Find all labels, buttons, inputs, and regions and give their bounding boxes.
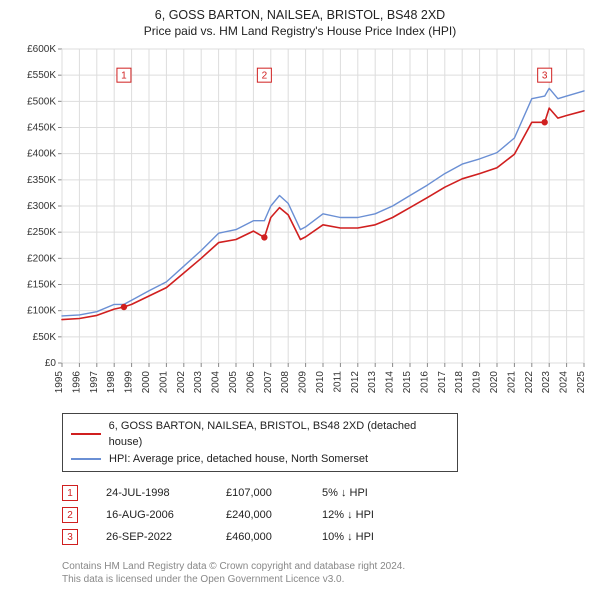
svg-text:2019: 2019	[472, 370, 483, 393]
svg-text:£150K: £150K	[27, 279, 56, 290]
svg-text:2002: 2002	[176, 370, 187, 393]
marker-pct: 5% ↓ HPI	[322, 487, 442, 499]
svg-text:2008: 2008	[280, 370, 291, 393]
svg-text:2025: 2025	[576, 370, 587, 393]
line-chart: £0 £50K £100K £150K £200K £250K £300K £350K £400…	[12, 45, 588, 405]
svg-text:2000: 2000	[141, 370, 152, 393]
svg-text:£500K: £500K	[27, 96, 56, 107]
svg-text:£100K: £100K	[27, 305, 56, 316]
legend-label: HPI: Average price, detached house, Nort…	[109, 451, 368, 468]
svg-text:2001: 2001	[158, 370, 169, 393]
marker-row: 2 16-AUG-2006£240,00012% ↓ HPI	[62, 504, 588, 526]
svg-text:2003: 2003	[193, 370, 204, 393]
marker-chip: 1	[62, 485, 78, 501]
svg-text:2024: 2024	[559, 370, 570, 393]
footer-line-2: This data is licensed under the Open Gov…	[62, 573, 588, 586]
svg-text:£0: £0	[45, 358, 57, 369]
svg-text:£400K: £400K	[27, 148, 56, 159]
svg-text:2005: 2005	[228, 370, 239, 393]
marker-price: £107,000	[226, 487, 322, 499]
marker-row: 1 24-JUL-1998£107,0005% ↓ HPI	[62, 482, 588, 504]
svg-text:1996: 1996	[71, 370, 82, 393]
legend-row: 6, GOSS BARTON, NAILSEA, BRISTOL, BS48 2…	[71, 418, 449, 451]
svg-text:2007: 2007	[263, 370, 274, 393]
legend-swatch	[71, 433, 101, 435]
marker-row: 3 26-SEP-2022£460,00010% ↓ HPI	[62, 526, 588, 548]
svg-text:£600K: £600K	[27, 45, 56, 55]
marker-chip: 2	[62, 507, 78, 523]
marker-pct: 12% ↓ HPI	[322, 509, 442, 521]
marker-chip: 3	[62, 529, 78, 545]
chart-area: £0 £50K £100K £150K £200K £250K £300K £350K £400…	[12, 45, 588, 405]
footer-note: Contains HM Land Registry data © Crown c…	[62, 560, 588, 586]
svg-text:2004: 2004	[211, 370, 222, 393]
legend-swatch	[71, 458, 101, 460]
svg-text:£200K: £200K	[27, 253, 56, 264]
svg-text:2012: 2012	[350, 370, 361, 393]
svg-text:£450K: £450K	[27, 122, 56, 133]
svg-text:1: 1	[121, 70, 127, 81]
svg-text:2: 2	[262, 70, 268, 81]
svg-text:1997: 1997	[89, 370, 100, 393]
marker-date: 16-AUG-2006	[106, 509, 226, 521]
marker-pct: 10% ↓ HPI	[322, 531, 442, 543]
svg-text:1999: 1999	[124, 370, 135, 393]
svg-text:£300K: £300K	[27, 201, 56, 212]
chart-container: 6, GOSS BARTON, NAILSEA, BRISTOL, BS48 2…	[0, 0, 600, 590]
svg-text:2006: 2006	[245, 370, 256, 393]
marker-date: 26-SEP-2022	[106, 531, 226, 543]
svg-text:2018: 2018	[454, 370, 465, 393]
marker-price: £240,000	[226, 509, 322, 521]
legend: 6, GOSS BARTON, NAILSEA, BRISTOL, BS48 2…	[62, 413, 458, 473]
svg-text:£250K: £250K	[27, 227, 56, 238]
svg-text:2021: 2021	[506, 370, 517, 393]
svg-text:2009: 2009	[298, 370, 309, 393]
svg-text:1995: 1995	[54, 370, 65, 393]
svg-text:£50K: £50K	[33, 331, 57, 342]
svg-text:1998: 1998	[106, 370, 117, 393]
marker-date: 24-JUL-1998	[106, 487, 226, 499]
titles: 6, GOSS BARTON, NAILSEA, BRISTOL, BS48 2…	[12, 8, 588, 39]
svg-text:£350K: £350K	[27, 174, 56, 185]
title-main: 6, GOSS BARTON, NAILSEA, BRISTOL, BS48 2…	[12, 8, 588, 24]
svg-text:2013: 2013	[367, 370, 378, 393]
svg-text:3: 3	[542, 70, 548, 81]
svg-text:2016: 2016	[419, 370, 430, 393]
svg-text:2010: 2010	[315, 370, 326, 393]
legend-label: 6, GOSS BARTON, NAILSEA, BRISTOL, BS48 2…	[109, 418, 449, 451]
svg-text:2020: 2020	[489, 370, 500, 393]
svg-text:2022: 2022	[524, 370, 535, 393]
svg-text:2011: 2011	[332, 370, 343, 392]
svg-text:2014: 2014	[385, 370, 396, 393]
svg-text:2015: 2015	[402, 370, 413, 393]
svg-text:2023: 2023	[541, 370, 552, 393]
legend-row: HPI: Average price, detached house, Nort…	[71, 451, 449, 468]
marker-table: 1 24-JUL-1998£107,0005% ↓ HPI 2 16-AUG-2006…	[62, 482, 588, 548]
marker-price: £460,000	[226, 531, 322, 543]
title-sub: Price paid vs. HM Land Registry's House …	[12, 24, 588, 39]
svg-text:2017: 2017	[437, 370, 448, 393]
footer-line-1: Contains HM Land Registry data © Crown c…	[62, 560, 588, 573]
svg-text:£550K: £550K	[27, 70, 56, 81]
